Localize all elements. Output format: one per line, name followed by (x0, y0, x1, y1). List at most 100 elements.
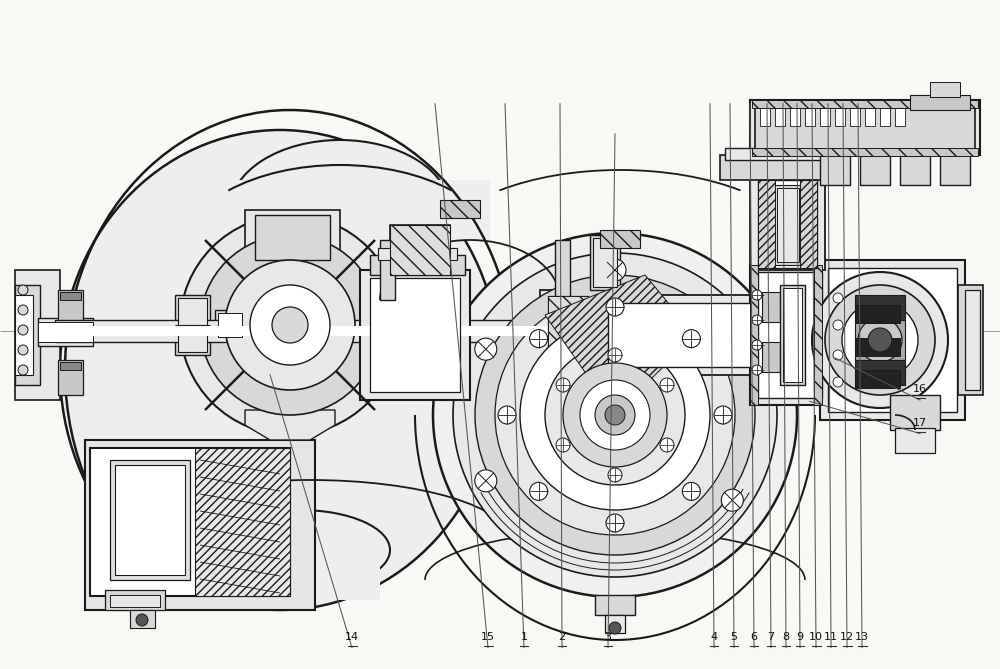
Polygon shape (855, 338, 900, 356)
Bar (85, 440, 315, 610)
Circle shape (556, 438, 570, 452)
Circle shape (225, 260, 355, 390)
Circle shape (608, 468, 622, 482)
Bar (370, 278, 460, 392)
Bar (548, 296, 588, 384)
Bar (773, 185, 803, 265)
Text: 11: 11 (824, 632, 838, 642)
Polygon shape (545, 275, 695, 415)
Bar (820, 108, 830, 126)
Bar (370, 255, 465, 275)
Text: 3: 3 (604, 632, 612, 642)
Circle shape (180, 215, 400, 435)
Bar (762, 292, 780, 322)
Circle shape (475, 470, 497, 492)
Polygon shape (440, 200, 480, 218)
Circle shape (833, 377, 843, 387)
Circle shape (608, 348, 622, 362)
Polygon shape (855, 295, 905, 320)
Bar (965, 290, 980, 390)
Circle shape (495, 295, 735, 535)
Polygon shape (750, 265, 758, 405)
Bar (755, 105, 975, 153)
Circle shape (605, 405, 625, 425)
Text: 10: 10 (809, 632, 823, 642)
Circle shape (752, 315, 762, 325)
Ellipse shape (60, 130, 500, 610)
Bar (595, 595, 635, 615)
Bar (215, 310, 245, 340)
Circle shape (752, 340, 762, 350)
Bar (760, 108, 770, 126)
Text: 7: 7 (767, 632, 775, 642)
Circle shape (433, 233, 797, 597)
Bar (360, 270, 470, 400)
Circle shape (595, 395, 635, 435)
Bar (820, 260, 965, 420)
Bar (590, 235, 620, 290)
Circle shape (812, 272, 948, 408)
Bar (378, 248, 457, 260)
Circle shape (825, 285, 935, 395)
Bar (777, 188, 799, 262)
Bar (720, 155, 850, 180)
Circle shape (606, 298, 624, 316)
Bar (395, 228, 445, 272)
Text: 17: 17 (913, 417, 927, 427)
Circle shape (18, 365, 28, 375)
Circle shape (520, 320, 710, 510)
Circle shape (609, 622, 621, 634)
Bar (758, 272, 822, 398)
Bar (540, 290, 595, 390)
Circle shape (18, 345, 28, 355)
Circle shape (868, 328, 892, 352)
Bar (555, 240, 570, 300)
Ellipse shape (230, 140, 450, 280)
Bar (890, 395, 940, 430)
Polygon shape (855, 360, 905, 385)
Polygon shape (855, 305, 900, 323)
Bar (175, 295, 210, 355)
Bar (725, 148, 845, 160)
Circle shape (563, 363, 667, 467)
Bar (115, 465, 185, 575)
Circle shape (556, 378, 570, 392)
Text: 2: 2 (558, 632, 566, 642)
Bar (900, 155, 930, 185)
Circle shape (498, 406, 516, 424)
Circle shape (453, 253, 777, 577)
Bar (110, 460, 190, 580)
Bar (850, 108, 860, 126)
Circle shape (250, 285, 330, 365)
Bar (593, 238, 617, 287)
Polygon shape (390, 225, 450, 275)
Circle shape (606, 514, 624, 532)
Bar (940, 155, 970, 185)
Circle shape (475, 338, 497, 360)
Circle shape (714, 406, 732, 424)
Bar (210, 540, 380, 600)
Bar (930, 82, 960, 97)
Bar (60, 292, 81, 300)
Bar (860, 155, 890, 185)
Text: 1: 1 (520, 632, 528, 642)
Circle shape (833, 320, 843, 330)
Polygon shape (752, 148, 978, 156)
Bar (828, 268, 957, 412)
Text: 16: 16 (913, 384, 927, 394)
Bar (60, 362, 81, 370)
Bar (245, 210, 340, 265)
Text: 5: 5 (730, 632, 738, 642)
Circle shape (752, 290, 762, 300)
Circle shape (660, 378, 674, 392)
Bar (380, 240, 395, 300)
Circle shape (475, 275, 755, 555)
Polygon shape (855, 320, 905, 360)
Bar (55, 326, 935, 336)
Bar (895, 428, 935, 453)
Ellipse shape (210, 510, 390, 590)
Bar (958, 285, 983, 395)
Bar (130, 610, 155, 628)
Polygon shape (245, 410, 335, 440)
Circle shape (18, 305, 28, 315)
